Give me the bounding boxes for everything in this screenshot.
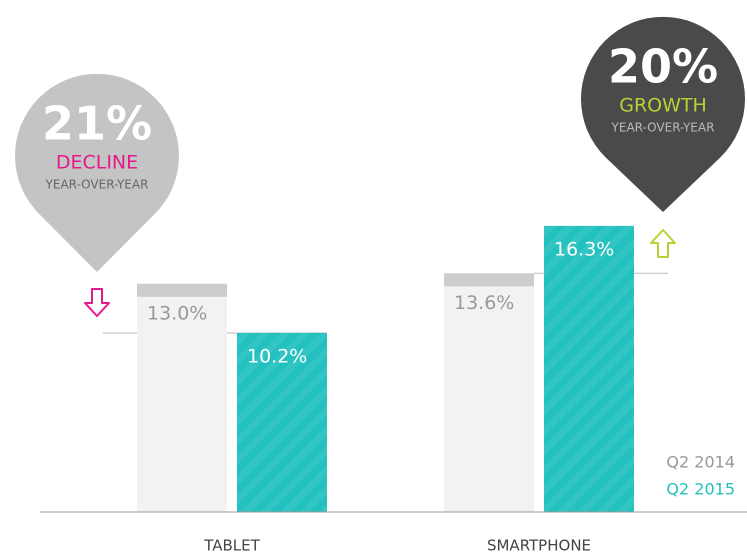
- x-tick-label: TABLET: [203, 537, 260, 555]
- callout-label: GROWTH: [619, 95, 707, 117]
- callout-value: 20%: [608, 40, 718, 94]
- callout-label: DECLINE: [56, 152, 138, 174]
- bar-stripes: [544, 225, 634, 512]
- value-label: 10.2%: [247, 345, 307, 367]
- value-label: 13.6%: [454, 292, 514, 314]
- callout-bubble: [581, 16, 745, 212]
- callout-note: YEAR-OVER-YEAR: [611, 121, 715, 135]
- trend-arrow: [84, 288, 110, 317]
- x-tick-label: SMARTPHONE: [487, 537, 591, 555]
- bar: [137, 283, 227, 512]
- trend-arrow: [650, 229, 676, 258]
- bar-cap: [444, 273, 534, 287]
- callout-bubble: [15, 73, 179, 272]
- bar-cap: [137, 283, 227, 297]
- callout-note: YEAR-OVER-YEAR: [45, 178, 149, 192]
- value-label: 16.3%: [554, 238, 614, 260]
- callout-value: 21%: [42, 97, 152, 151]
- bar-stripes: [237, 332, 327, 512]
- value-label: 13.0%: [147, 302, 207, 324]
- legend-label: Q2 2015: [666, 480, 735, 499]
- bar: [444, 273, 534, 512]
- legend-label: Q2 2014: [666, 453, 735, 472]
